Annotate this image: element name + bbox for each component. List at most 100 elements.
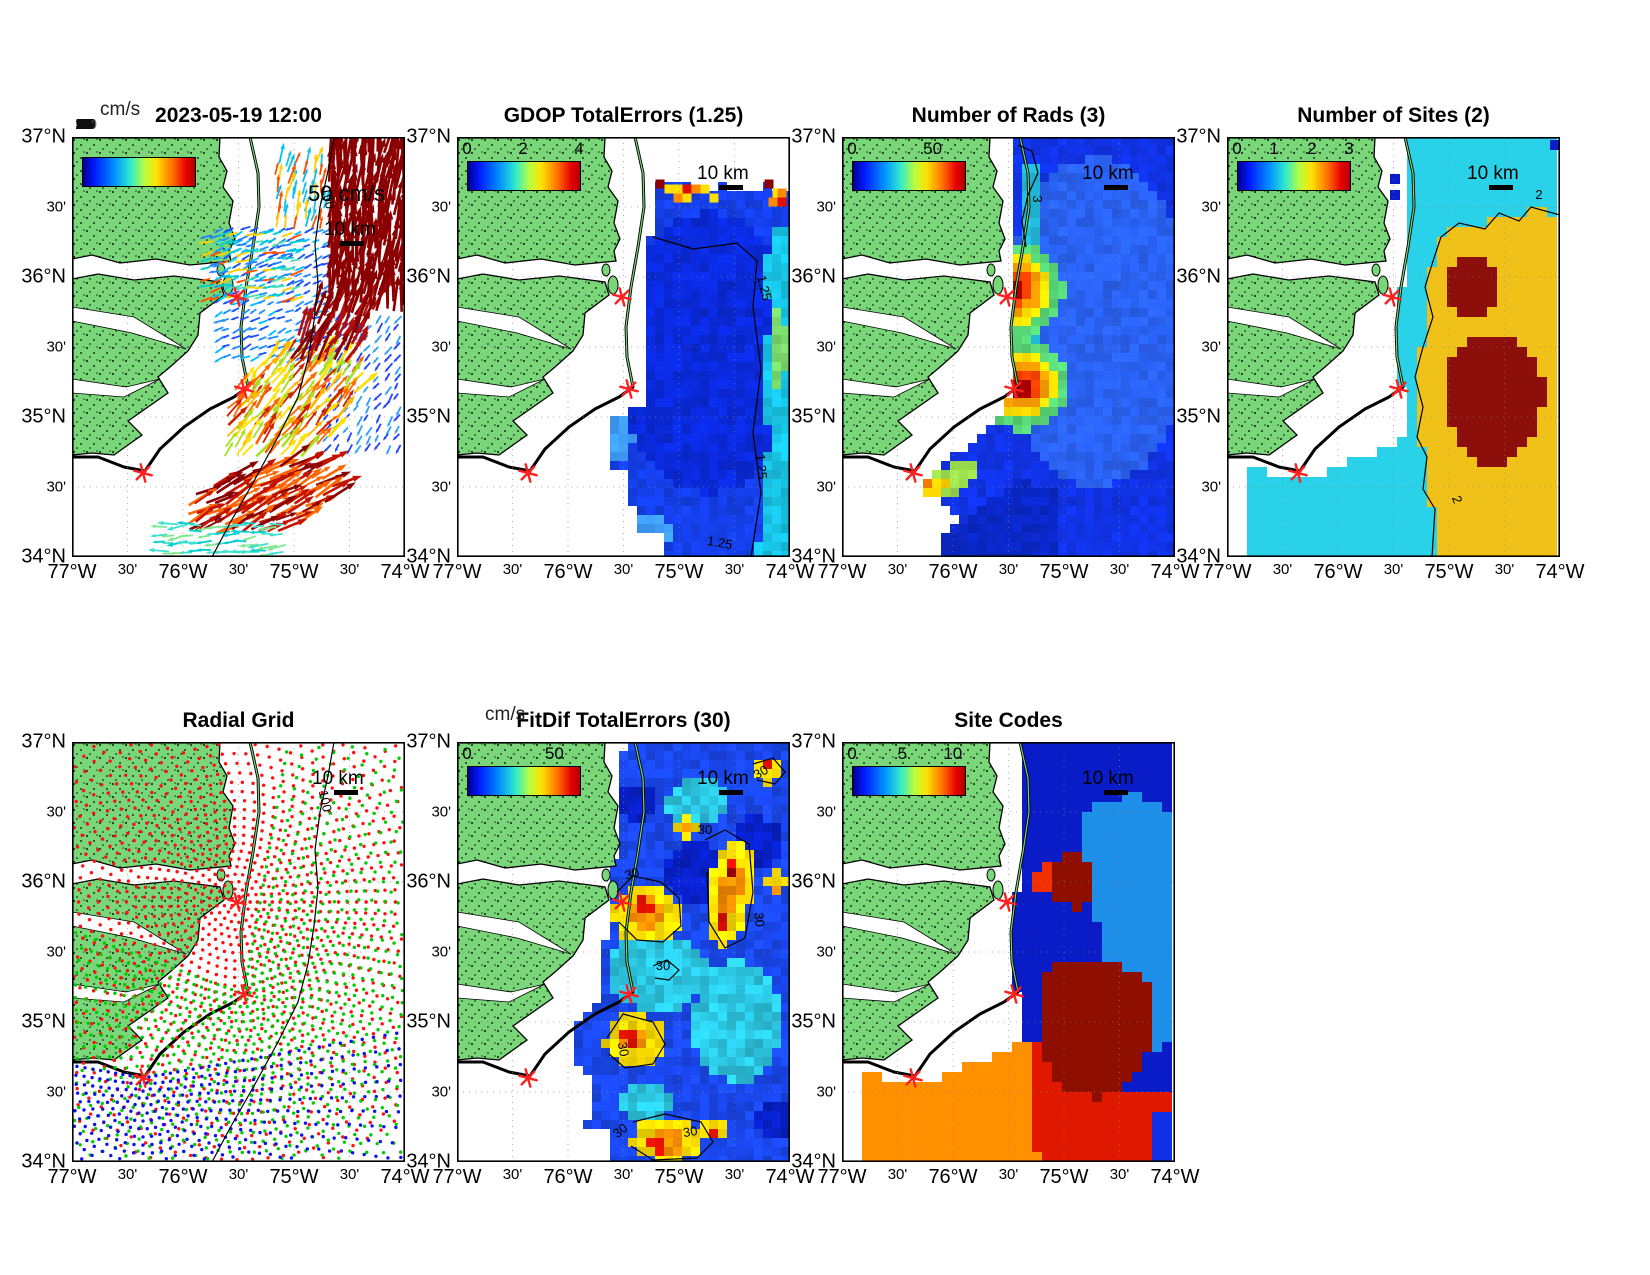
map-plot-area: 0 5 10 10 km	[842, 742, 1175, 1162]
y-tick-label: 35°N	[1176, 405, 1221, 428]
contour-label: 2	[1449, 493, 1466, 505]
contour-lines: 3	[1017, 144, 1045, 248]
x-tick-label: 77°W	[47, 561, 97, 583]
y-tick-label: 30'	[816, 338, 836, 356]
scale-bar	[340, 241, 364, 246]
x-tick-label: 30'	[339, 1166, 360, 1183]
x-tick-label: 30'	[887, 561, 908, 578]
x-tick-label: 77°W	[432, 1166, 482, 1188]
scale-bar	[719, 790, 743, 795]
x-tick-label: 75°W	[1039, 1166, 1089, 1188]
y-tick-label: 30'	[1201, 198, 1221, 216]
vector-scale-label: 50 cm/s	[308, 181, 386, 206]
x-tick-label: 30'	[228, 561, 249, 578]
x-tick-label: 77°W	[432, 561, 482, 583]
x-tick-label: 75°W	[1424, 561, 1474, 583]
x-tick-label: 74°W	[380, 561, 430, 583]
y-tick-label: 30'	[46, 803, 66, 821]
colorbar-tick-label: 2	[518, 139, 528, 158]
panel-sitecodes: Site Codes 0 5 10 10 km 37°N 30' 36°N 30' 35°N 3…	[791, 709, 1199, 1188]
x-tick-label: 30'	[998, 1166, 1019, 1183]
x-tick-label: 77°W	[817, 1166, 867, 1188]
map-plot-area: 1.25 1.25 1.25 0 2 4 10 km	[457, 137, 790, 557]
y-tick-label: 36°N	[791, 265, 836, 288]
x-tick-label: 30'	[502, 561, 523, 578]
colorbar-tick-label: 3	[1344, 139, 1354, 158]
radar-site-markers	[903, 892, 1024, 1088]
y-tick-label: 30'	[1201, 338, 1221, 356]
scale-bar-label: 10 km	[1082, 768, 1134, 789]
y-tick-label: 35°N	[791, 405, 836, 428]
y-tick-label: 37°N	[21, 730, 66, 753]
colorbar	[852, 161, 966, 191]
scale-bar	[1104, 185, 1128, 190]
x-tick-label: 76°W	[158, 561, 208, 583]
scale-bar-label: 10 km	[312, 768, 364, 789]
map-svg-gdop: 1.25 1.25 1.25	[457, 137, 790, 557]
y-tick-label: 34°N	[406, 1150, 451, 1173]
contour-label: 30	[615, 1041, 632, 1058]
panel-title: Number of Rads (3)	[911, 104, 1106, 127]
y-tick-label: 37°N	[1176, 125, 1221, 148]
radar-site-markers	[1288, 287, 1409, 483]
radar-site-markers	[518, 892, 639, 1088]
radar-site-markers	[133, 892, 254, 1088]
x-tick-label: 30'	[1109, 1166, 1130, 1183]
y-tick-label: 34°N	[21, 545, 66, 568]
colorbar-tick-label: 10	[943, 744, 963, 763]
panel-fitdif: FitDif TotalErrors (30) cm/s 30 30 30 30 30 3…	[406, 704, 814, 1188]
contour-label: 100	[319, 186, 338, 210]
latlon-gridlines	[842, 742, 1175, 1162]
x-tick-label: 74°W	[765, 561, 815, 583]
contour-label: 1.25	[753, 453, 770, 480]
y-tick-label: 35°N	[21, 1010, 66, 1033]
contour-lines: 100	[211, 742, 335, 1162]
y-tick-label: 30'	[431, 1083, 451, 1101]
x-tick-label: 75°W	[269, 1166, 319, 1188]
colorbar-tick-label: 4	[574, 139, 584, 158]
x-tick-label: 30'	[228, 1166, 249, 1183]
x-tick-label: 30'	[117, 1166, 138, 1183]
x-tick-label: 77°W	[47, 1166, 97, 1188]
x-tick-label: 30'	[339, 561, 360, 578]
contour-label: 30	[682, 1123, 699, 1140]
scale-bar-label: 10 km	[1467, 163, 1519, 184]
y-tick-label: 30'	[431, 198, 451, 216]
colorbar-tick-label: 5	[897, 744, 908, 763]
panel-title: Site Codes	[954, 709, 1063, 732]
x-tick-label: 30'	[1383, 561, 1404, 578]
y-tick-label: 37°N	[406, 125, 451, 148]
y-tick-label: 37°N	[406, 730, 451, 753]
y-tick-label: 37°N	[791, 125, 836, 148]
x-tick-label: 76°W	[928, 1166, 978, 1188]
y-tick-label: 36°N	[406, 265, 451, 288]
panel-title: Radial Grid	[182, 709, 295, 732]
y-tick-label: 30'	[431, 478, 451, 496]
y-tick-label: 34°N	[791, 1150, 836, 1173]
y-tick-label: 35°N	[406, 1010, 451, 1033]
colorbar-tick-label: 0	[462, 744, 472, 763]
colorbar	[1237, 161, 1351, 191]
overlapping-colorbar-ticks: 0 5 10 15 20 25 30 35 40 45 50	[76, 116, 96, 133]
x-tick-label: 30'	[998, 561, 1019, 578]
contour-label: 30	[656, 958, 670, 973]
map-svg-numrads: 3	[842, 137, 1175, 557]
colorbar	[467, 161, 581, 191]
y-tick-label: 34°N	[406, 545, 451, 568]
contour-label: 30	[751, 762, 771, 782]
y-tick-label: 36°N	[1176, 265, 1221, 288]
latlon-gridlines	[457, 137, 790, 557]
y-tick-label: 35°N	[21, 405, 66, 428]
colorbar-tick-label: 0	[462, 139, 472, 158]
x-tick-label: 30'	[1272, 561, 1293, 578]
contour-lines: 1.25 1.25 1.25	[652, 236, 775, 557]
x-tick-label: 30'	[117, 561, 138, 578]
latlon-gridlines	[457, 742, 790, 1162]
y-tick-label: 30'	[46, 338, 66, 356]
scale-bar	[719, 185, 743, 190]
panel-numsites: Number of Sites (2) 2 2 0 1 2 3 10 km 37°N 30' 3…	[1176, 104, 1584, 583]
colorbar	[467, 766, 581, 796]
contour-label: 1.25	[706, 533, 734, 552]
